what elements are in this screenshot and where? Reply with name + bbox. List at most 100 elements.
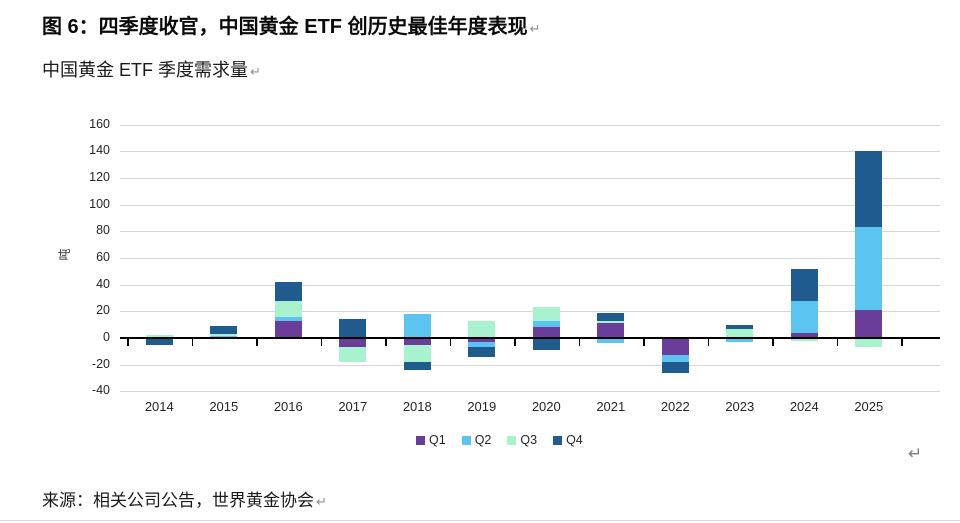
bar-segment-2017-q4: [339, 319, 367, 338]
paragraph-mark-icon: ↵: [250, 64, 261, 79]
legend-item-q2: Q2: [461, 433, 492, 447]
bar-segment-2024-q2: [790, 300, 818, 333]
bar-segment-2015-q4: [210, 326, 238, 334]
bar-segment-2019-q1: [468, 338, 496, 342]
source-text: 来源：相关公司公告，世界黄金协会: [42, 491, 314, 510]
bar-segment-2024-q4: [790, 268, 818, 301]
bar-segment-2025-q4: [855, 151, 883, 228]
bar-segment-2021-q1: [597, 323, 625, 338]
bar-segment-2017-q1: [339, 338, 367, 348]
x-axis-label-2025: 2025: [854, 399, 884, 414]
bar-segment-2021-q2: [597, 338, 625, 344]
x-axis-label-2017: 2017: [338, 399, 368, 414]
legend-label-q4: Q4: [566, 433, 583, 447]
chart-subtitle-text: 中国黄金 ETF 季度需求量: [42, 60, 248, 80]
paragraph-mark-icon: ↵: [316, 494, 327, 509]
bar-segment-2021-q4: [597, 313, 625, 321]
figure-title: 图 6：四季度收官，中国黄金 ETF 创历史最佳年度表现 ↵: [42, 10, 540, 39]
bar-segment-2023-q2: [726, 338, 754, 342]
legend-swatch-q2: [461, 435, 471, 445]
gridline-40: [120, 284, 940, 286]
bar-segment-2024-q3: [790, 338, 818, 341]
x-axis-line: [120, 337, 940, 339]
bar-segment-2025-q1: [855, 310, 883, 338]
y-axis-tick-label: 120: [89, 170, 110, 184]
paragraph-mark-icon: ↵: [529, 21, 541, 36]
gridline-160: [120, 124, 940, 126]
bar-segment-2022-q4: [661, 362, 689, 373]
x-axis-label-2019: 2019: [467, 399, 497, 414]
x-axis-tickmark: [643, 339, 645, 346]
bar-segment-2018-q4: [403, 362, 431, 370]
gridline-140: [120, 151, 940, 153]
bar-segment-2018-q2: [403, 314, 431, 338]
legend-swatch-q3: [507, 435, 517, 445]
gridline-20: [120, 311, 940, 313]
x-axis-tickmark: [707, 339, 709, 346]
y-axis-tick-label: -20: [91, 356, 110, 371]
bar-segment-2020-q1: [532, 327, 560, 338]
y-axis-tick-label: 0: [103, 330, 110, 344]
legend-item-q3: Q3: [507, 433, 537, 447]
y-axis-tick-label: -40: [91, 383, 110, 398]
legend-swatch-q1: [416, 435, 425, 445]
x-axis-tickmark: [256, 339, 258, 346]
legend-label-q3: Q3: [520, 433, 538, 447]
x-axis-label-2015: 2015: [209, 399, 239, 414]
x-axis-tickmark: [836, 339, 838, 346]
legend-label-q1: Q1: [429, 433, 446, 447]
bar-segment-2025-q3: [855, 338, 883, 348]
bar-segment-2016-q3: [274, 300, 302, 317]
figure-title-text: 图 6：四季度收官，中国黄金 ETF 创历史最佳年度表现: [42, 16, 528, 38]
legend-label-q2: Q2: [474, 433, 492, 447]
bar-segment-2020-q4: [532, 338, 560, 350]
y-axis-tick-label: 80: [96, 223, 110, 238]
bar-segment-2017-q3: [339, 347, 367, 362]
chart-subtitle: 中国黄金 ETF 季度需求量 ↵: [42, 56, 261, 82]
bar-segment-2025-q2: [855, 227, 883, 310]
bar-segment-2023-q4: [726, 324, 754, 329]
legend-item-q1: Q1: [416, 433, 446, 447]
x-axis-label-2018: 2018: [402, 399, 432, 414]
bar-segment-2019-q4: [468, 347, 496, 357]
y-axis-tick-label: 140: [89, 143, 110, 158]
bar-segment-2016-q4: [274, 282, 302, 301]
bar-segment-2018-q3: [403, 344, 431, 362]
y-axis-tick-label: 160: [89, 116, 110, 131]
bar-segment-2020-q3: [532, 307, 560, 321]
bar-segment-2024-q1: [790, 332, 818, 338]
bar-segment-2022-q1: [661, 338, 689, 356]
x-axis-label-2016: 2016: [273, 399, 303, 414]
bar-segment-2021-q3: [597, 320, 625, 324]
x-axis-label-2021: 2021: [596, 399, 626, 414]
bar-segment-2014-q3: [145, 335, 173, 338]
bar-segment-2018-q1: [403, 338, 431, 345]
source-note: 来源：相关公司公告，世界黄金协会 ↵: [42, 486, 327, 511]
bar-segment-2014-q4: [145, 338, 173, 345]
y-axis-tick-label: 20: [96, 303, 110, 318]
x-axis-tickmark: [514, 339, 516, 346]
bar-segment-2022-q2: [661, 355, 689, 362]
x-axis-label-2024: 2024: [789, 399, 819, 414]
bar-segment-2020-q2: [532, 320, 560, 328]
x-axis-tickmark: [449, 339, 451, 346]
x-axis-tickmark: [578, 339, 580, 346]
paragraph-mark-icon: ↵: [908, 444, 923, 463]
chart-legend: Q1 Q2 Q3 Q4: [416, 433, 583, 447]
x-axis-tickmark: [772, 339, 774, 346]
y-axis-tick-label: 100: [89, 196, 110, 211]
gridline-80: [120, 231, 940, 233]
x-axis-label-2020: 2020: [531, 399, 561, 414]
bar-segment-2015-q3: [210, 334, 238, 336]
x-axis-tickmark: [191, 339, 193, 346]
x-axis-tickmark: [320, 339, 322, 346]
bar-segment-2023-q3: [726, 328, 754, 338]
x-axis-tickmark: [127, 339, 129, 346]
gridline-120: [120, 178, 940, 179]
gridline-60: [120, 258, 940, 259]
gridline--40: [120, 391, 940, 393]
x-axis-tickmark: [901, 339, 903, 346]
y-axis-tick-label: 60: [96, 250, 110, 264]
bar-segment-2016-q1: [274, 320, 302, 338]
